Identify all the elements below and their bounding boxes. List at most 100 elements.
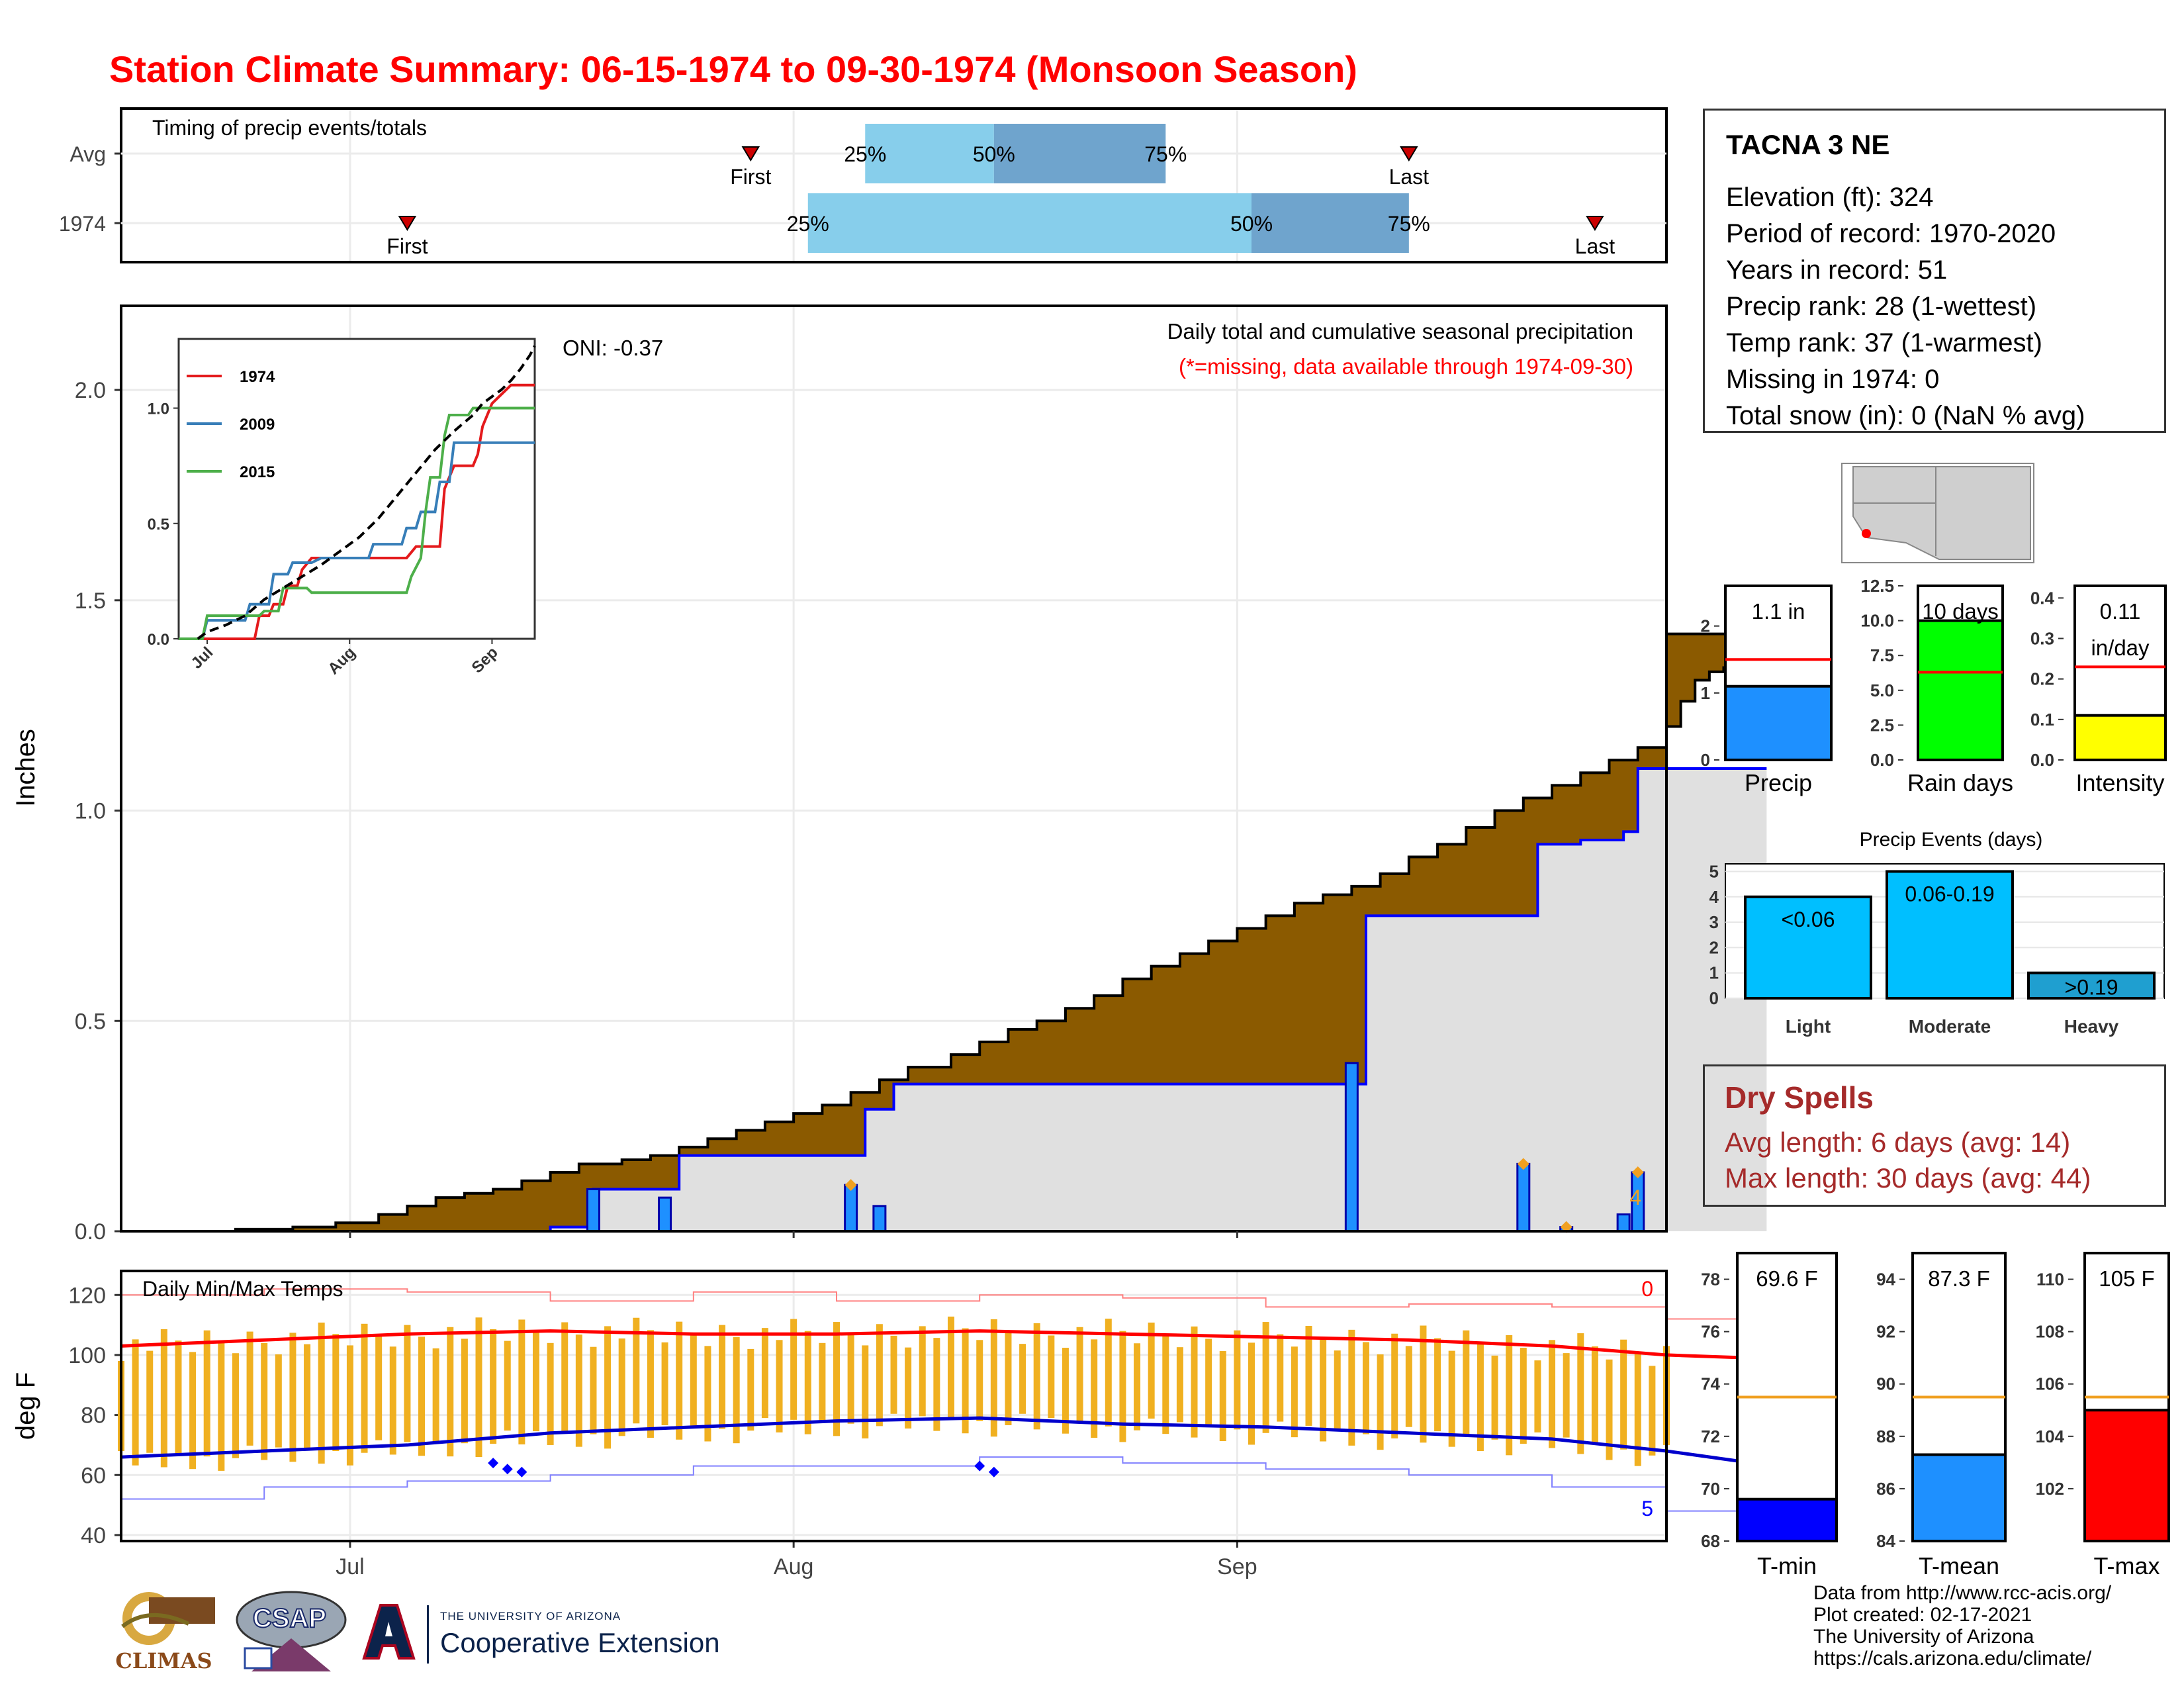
daily-temp-bar xyxy=(1105,1319,1112,1427)
bar_tmin-ytick-label: 68 xyxy=(1701,1531,1720,1551)
events-bar xyxy=(1744,895,1872,1000)
daily-temp-bar xyxy=(203,1330,210,1457)
credit-university: The University of Arizona xyxy=(1813,1626,2034,1648)
daily-temp-bar xyxy=(1320,1338,1327,1442)
daily-temp-bar xyxy=(833,1322,841,1436)
tmax-average-line xyxy=(120,1329,1752,1360)
daily-temp-bar xyxy=(146,1350,154,1453)
daily-temp-bar xyxy=(160,1329,167,1468)
station-years: Years in record: 51 xyxy=(1726,256,1948,285)
timing-last-label: Last xyxy=(1575,234,1615,258)
credit-data-source: Data from http://www.rcc-acis.org/ xyxy=(1813,1582,2112,1604)
daily-temp-bar xyxy=(1420,1325,1427,1443)
daily-temp-bar xyxy=(947,1316,954,1419)
bar_raindays-ytick-label: 7.5 xyxy=(1870,645,1894,665)
ua-block-a-icon xyxy=(362,1604,416,1660)
daily-temp-bar xyxy=(804,1331,811,1434)
precip-ytick-label: 0.0 xyxy=(75,1219,106,1244)
daily-temp-bar xyxy=(1634,1352,1641,1466)
daily-precip-bar xyxy=(1516,1162,1531,1233)
precip-panel-frame xyxy=(120,305,1668,1233)
bar_precip-value-label: 1.1 in xyxy=(1752,599,1805,624)
daily-temp-bar xyxy=(1176,1347,1183,1423)
dry-spells-avg: Avg length: 6 days (avg: 14) xyxy=(1725,1127,2071,1158)
daily-temp-bar xyxy=(1491,1355,1498,1440)
bar_tmean-ytick-label: 86 xyxy=(1876,1479,1895,1499)
station-temp-rank: Temp rank: 37 (1-warmest) xyxy=(1726,328,2042,357)
bar_intensity-ytick-label: 0.0 xyxy=(2030,750,2054,770)
events-ytick-label: 5 xyxy=(1709,861,1719,881)
daily-precip-bar xyxy=(1616,1213,1631,1233)
daily-precip-bar xyxy=(658,1196,672,1233)
daily-temp-bar xyxy=(404,1325,411,1442)
events-ytick-label: 2 xyxy=(1709,937,1719,957)
climas-emblem-icon xyxy=(121,1592,215,1645)
daily-temp-bar xyxy=(1148,1322,1155,1419)
daily-temp-bar xyxy=(304,1344,311,1450)
daily-temp-bar xyxy=(475,1317,482,1458)
daily-temp-bar xyxy=(905,1347,912,1429)
events-bar-label: >0.19 xyxy=(2065,976,2118,1000)
station-location-dot xyxy=(1862,529,1871,538)
bar_tmax-value-label: 105 F xyxy=(2099,1266,2154,1291)
events-bar-label: 0.06-0.19 xyxy=(1905,882,1994,906)
station-missing: Missing in 1974: 0 xyxy=(1726,365,1940,394)
daily-temp-bar xyxy=(547,1342,554,1445)
bar_tmin-ytick-label: 78 xyxy=(1701,1270,1720,1289)
bar_raindays-bar xyxy=(1917,619,2004,761)
station-info-box: TACNA 3 NE Elevation (ft): 324 Period of… xyxy=(1703,109,2166,433)
timing-first-marker xyxy=(741,146,760,162)
daily-precip-diamond xyxy=(1517,1158,1529,1170)
daily-temp-bar xyxy=(1219,1351,1226,1442)
bar_raindays-ytick-label: 12.5 xyxy=(1860,576,1894,596)
bar_tmin-ytick-label: 72 xyxy=(1701,1427,1720,1446)
bar_tmax-ytick-label: 108 xyxy=(2036,1322,2064,1342)
record-low-marker xyxy=(502,1464,513,1475)
daily-temp-bar xyxy=(461,1338,468,1444)
daily-temp-bar xyxy=(332,1334,340,1451)
daily-temp-bar xyxy=(1606,1359,1613,1460)
locator-map-region xyxy=(1852,466,2031,560)
daily-temp-bar xyxy=(490,1329,497,1444)
temp-xtick-label: Aug xyxy=(774,1554,814,1579)
timing-first-label: First xyxy=(730,165,771,189)
bar_raindays-ytick-label: 2.5 xyxy=(1870,715,1894,735)
dry-spells-max: Max length: 30 days (avg: 44) xyxy=(1725,1162,2091,1194)
climas-wordmark: CLIMAS xyxy=(115,1648,212,1673)
bar_raindays-category-label: Rain days xyxy=(1907,769,2013,796)
daily-temp-bar xyxy=(618,1338,625,1436)
avg-cumulative-line xyxy=(121,632,1768,1233)
bar_raindays-value-label: 10 days xyxy=(1922,599,1999,624)
temp-ytick-label: 120 xyxy=(68,1283,106,1308)
daily-temp-bar xyxy=(1377,1354,1384,1450)
bar_tmean-value-label: 87.3 F xyxy=(1928,1266,1990,1291)
daily-temp-bar xyxy=(647,1330,654,1438)
daily-temp-bar xyxy=(1205,1338,1212,1426)
bar_raindays-ytick-label: 10.0 xyxy=(1860,611,1894,631)
daily-temp-bar xyxy=(1048,1335,1055,1419)
daily-precip-diamond xyxy=(1631,1166,1644,1179)
daily-temp-bar xyxy=(1005,1331,1012,1426)
bar_tmin-bar xyxy=(1736,1497,1838,1543)
bar_precip-ytick-label: 0 xyxy=(1701,750,1710,770)
events-ytick-label: 3 xyxy=(1709,912,1719,932)
daily-temp-bar xyxy=(346,1345,353,1466)
daily-precip-bar xyxy=(586,1188,600,1233)
daily-temp-bar xyxy=(261,1342,268,1460)
daily-temp-bar xyxy=(776,1340,783,1432)
daily-temp-bar xyxy=(132,1339,139,1466)
daily-temp-bar xyxy=(375,1335,383,1440)
bar_tmin-ytick-label: 76 xyxy=(1701,1322,1720,1342)
precip-ytick-label: 1.5 xyxy=(75,588,106,614)
daily-precip-bar xyxy=(872,1205,887,1233)
dry-spells-title: Dry Spells xyxy=(1725,1080,1874,1115)
daily-temp-bar xyxy=(590,1346,597,1434)
daily-temp-bar xyxy=(561,1322,569,1432)
temp-ytick-label: 40 xyxy=(81,1523,106,1548)
daily-temp-bar xyxy=(1620,1339,1627,1450)
daily-temp-bar xyxy=(890,1335,897,1414)
daily-temp-bar xyxy=(704,1346,711,1442)
daily-temp-bar xyxy=(1033,1323,1040,1430)
daily-temp-bar xyxy=(432,1348,439,1443)
temp-ytick-label: 80 xyxy=(81,1403,106,1429)
